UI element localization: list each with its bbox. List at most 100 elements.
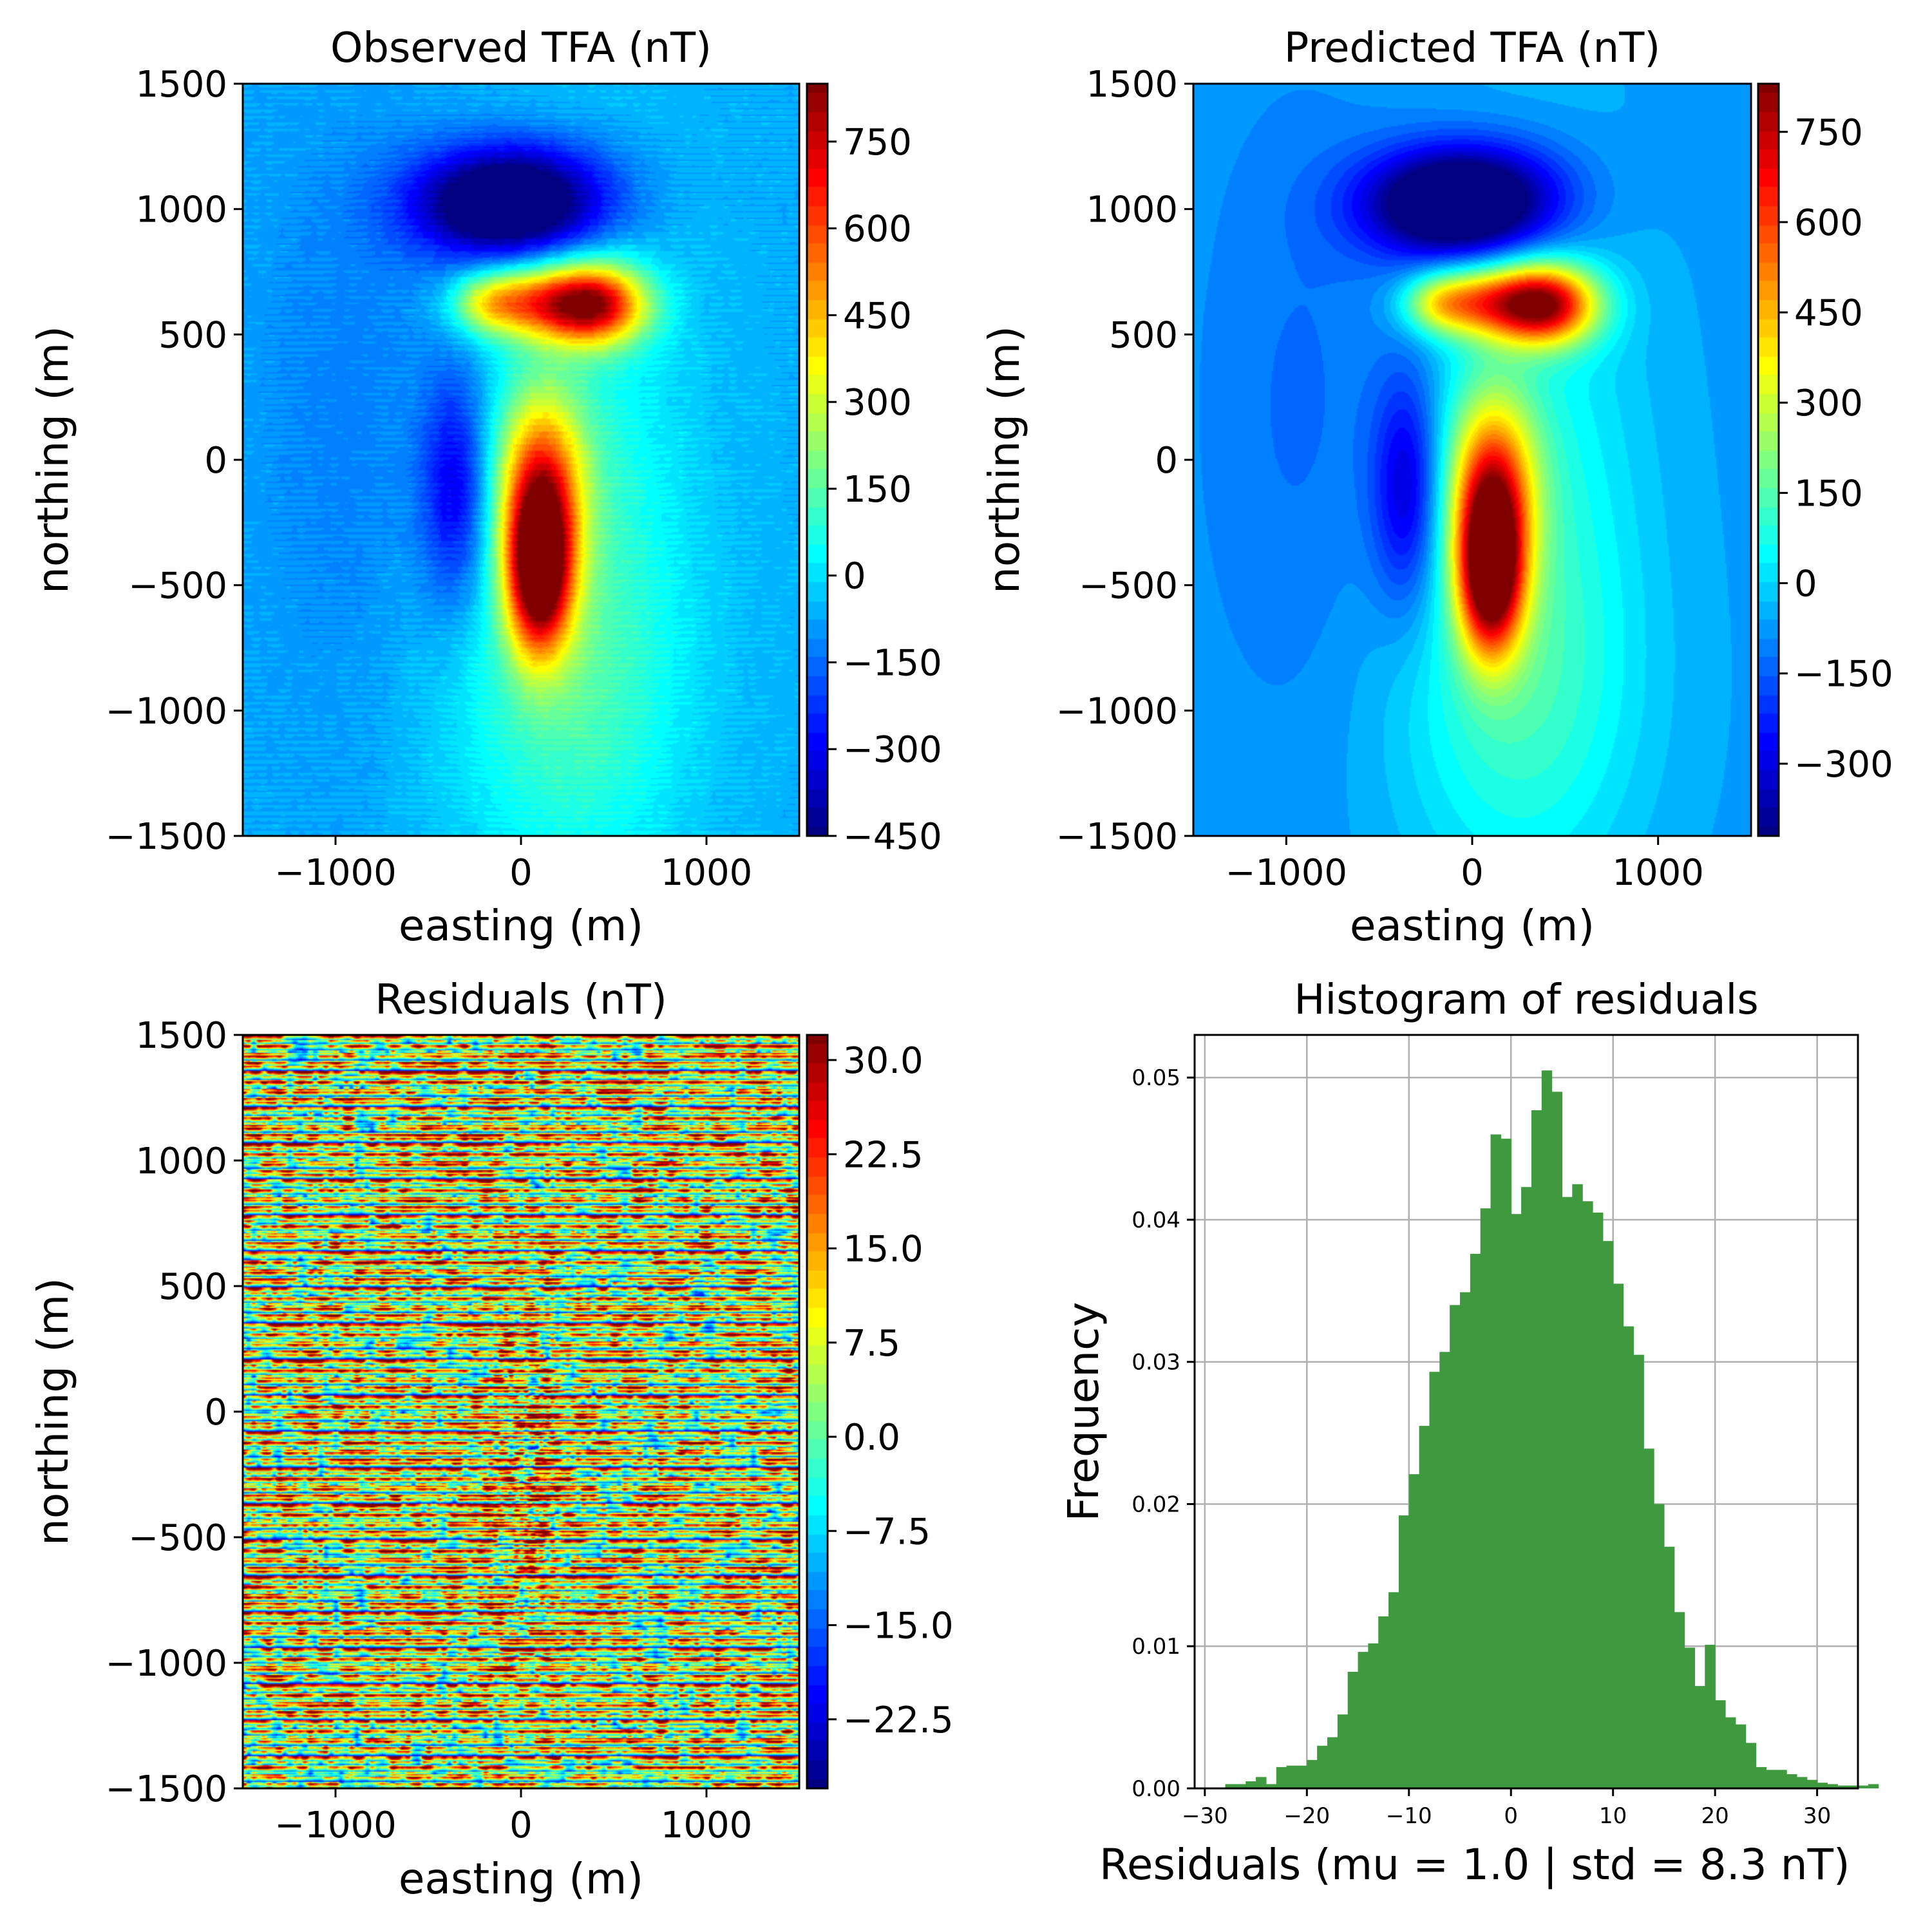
histogram-axes: −30 −20 −10 0 10 20 30 0.00 0.01 0.02 0.03 0.04 0.05 bbox=[1132, 1065, 1831, 1829]
ytick-label: 0 bbox=[204, 440, 227, 482]
ytick-label: −1000 bbox=[106, 690, 227, 732]
histogram-bar bbox=[1480, 1208, 1492, 1788]
observed-colorbar-ticks: −450 −300 −150 0 150 300 450 600 750 bbox=[828, 122, 942, 858]
ytick-label: −1500 bbox=[106, 1768, 227, 1810]
xtick-label: 0 bbox=[1504, 1803, 1518, 1829]
colorbar-tick-label: 600 bbox=[843, 209, 912, 251]
ytick-label: 1500 bbox=[1086, 64, 1178, 106]
histogram-bar bbox=[1654, 1504, 1665, 1788]
histogram-bar bbox=[1756, 1766, 1766, 1788]
residuals-colorbar-frame bbox=[806, 1034, 829, 1790]
histogram-bar bbox=[1388, 1592, 1399, 1788]
histogram-frame bbox=[1193, 1034, 1859, 1790]
ytick-label: 500 bbox=[1109, 314, 1178, 356]
predicted-title: Predicted TFA (nT) bbox=[1284, 24, 1661, 72]
colorbar-tick-label: 750 bbox=[843, 122, 912, 164]
histogram-bar bbox=[1521, 1187, 1532, 1788]
histogram-bar bbox=[1766, 1770, 1777, 1788]
observed-colorbar-frame bbox=[806, 82, 829, 837]
ytick-label: 0.01 bbox=[1132, 1634, 1180, 1660]
histogram-bar bbox=[1256, 1777, 1267, 1788]
histogram-bar bbox=[1378, 1616, 1389, 1788]
colorbar-tick-label: 7.5 bbox=[843, 1323, 900, 1365]
xtick-label: −30 bbox=[1182, 1803, 1228, 1829]
histogram-bar bbox=[1286, 1765, 1298, 1788]
histogram-bar bbox=[1858, 1785, 1869, 1788]
residuals-title: Residuals (nT) bbox=[375, 976, 667, 1024]
histogram-bar bbox=[1358, 1652, 1368, 1788]
histogram-bar bbox=[1490, 1134, 1501, 1788]
xtick-label: 0 bbox=[1461, 852, 1484, 894]
histogram-bar bbox=[1837, 1785, 1848, 1788]
ytick-label: 500 bbox=[158, 314, 227, 356]
histogram-bars bbox=[1225, 1070, 1879, 1788]
colorbar-tick-label: 150 bbox=[843, 469, 912, 511]
colorbar-tick-label: −150 bbox=[1794, 654, 1893, 696]
xtick-label: −1000 bbox=[1226, 852, 1347, 894]
histogram-bar bbox=[1317, 1745, 1328, 1788]
histogram-bar bbox=[1868, 1784, 1879, 1788]
colorbar-tick-label: 600 bbox=[1794, 202, 1863, 244]
colorbar-tick-label: 30.0 bbox=[843, 1040, 923, 1082]
colorbar-tick-label: 0 bbox=[843, 556, 866, 598]
colorbar-tick-label: −300 bbox=[843, 729, 942, 771]
ytick-label: 1000 bbox=[1086, 189, 1178, 231]
histogram-bar bbox=[1633, 1354, 1644, 1788]
histogram-bar bbox=[1643, 1448, 1654, 1788]
predicted-xlabel: easting (m) bbox=[1350, 901, 1595, 951]
colorbar-tick-label: −150 bbox=[843, 642, 942, 684]
observed-ylabel: northing (m) bbox=[28, 326, 78, 594]
histogram-bar bbox=[1715, 1700, 1726, 1788]
ytick-label: 1500 bbox=[135, 64, 227, 106]
colorbar-tick-label: 300 bbox=[1794, 383, 1863, 424]
colorbar-tick-label: 0 bbox=[1794, 564, 1817, 605]
observed-panel: Observed TFA (nT) −1000 0 1000−1500−1000−5… bbox=[28, 24, 942, 951]
histogram-bar bbox=[1296, 1765, 1307, 1788]
colorbar-tick-label: 0.0 bbox=[843, 1417, 900, 1459]
histogram-bar bbox=[1541, 1070, 1553, 1788]
xtick-label: 1000 bbox=[661, 852, 753, 894]
predicted-colorbar bbox=[1758, 84, 1779, 836]
colorbar-tick-label: 15.0 bbox=[843, 1229, 923, 1271]
ytick-label: −500 bbox=[128, 565, 227, 607]
observed-xlabel: easting (m) bbox=[399, 901, 643, 951]
histogram-bar bbox=[1623, 1326, 1634, 1788]
ytick-label: 0.04 bbox=[1132, 1208, 1180, 1233]
residuals-axes: −1000 0 1000 −1500 −1000 −500 0 500 1000 1500 bbox=[106, 1015, 753, 1846]
histogram-bar bbox=[1398, 1515, 1410, 1788]
observed-heatmap bbox=[243, 84, 799, 836]
ytick-label: −1500 bbox=[106, 816, 227, 858]
histogram-bar bbox=[1450, 1305, 1461, 1788]
histogram-bar bbox=[1582, 1201, 1593, 1788]
histogram-bar bbox=[1572, 1184, 1583, 1788]
histogram-bar bbox=[1827, 1784, 1838, 1788]
colorbar-tick-label: −22.5 bbox=[843, 1700, 954, 1741]
xtick-label: 10 bbox=[1599, 1803, 1627, 1829]
colorbar-tick-label: −450 bbox=[843, 816, 942, 858]
histogram-bar bbox=[1265, 1784, 1277, 1788]
histogram-bar bbox=[1460, 1292, 1471, 1788]
histogram-bar bbox=[1593, 1212, 1604, 1788]
predicted-panel: Predicted TFA (nT) −1000 0 1000−1500−1000−… bbox=[980, 24, 1893, 951]
histogram-bar bbox=[1245, 1781, 1256, 1788]
histogram-bar bbox=[1562, 1197, 1573, 1788]
residuals-heatmap bbox=[243, 1035, 799, 1788]
histogram-bar bbox=[1776, 1770, 1787, 1788]
predicted-colorbar-frame bbox=[1757, 82, 1780, 837]
ytick-label: −1000 bbox=[106, 1643, 227, 1685]
colorbar-tick-label: 22.5 bbox=[843, 1134, 923, 1176]
ytick-label: 0.03 bbox=[1132, 1350, 1180, 1376]
colorbar-tick-label: −7.5 bbox=[843, 1511, 931, 1553]
residuals-colorbar bbox=[807, 1035, 828, 1788]
histogram-bar bbox=[1551, 1092, 1563, 1788]
predicted-heatmap bbox=[1193, 84, 1751, 836]
histogram-ylabel: Frequency bbox=[1059, 1302, 1108, 1522]
xtick-label: 1000 bbox=[1612, 852, 1704, 894]
colorbar-tick-label: 450 bbox=[1794, 292, 1863, 334]
ytick-label: 500 bbox=[158, 1266, 227, 1308]
histogram-bar bbox=[1725, 1717, 1736, 1788]
ytick-label: −500 bbox=[128, 1517, 227, 1559]
observed-colorbar bbox=[807, 84, 828, 836]
observed-axes: −1000 0 1000 −1500 −1000 −500 0 500 1000 1500 bbox=[106, 64, 753, 894]
